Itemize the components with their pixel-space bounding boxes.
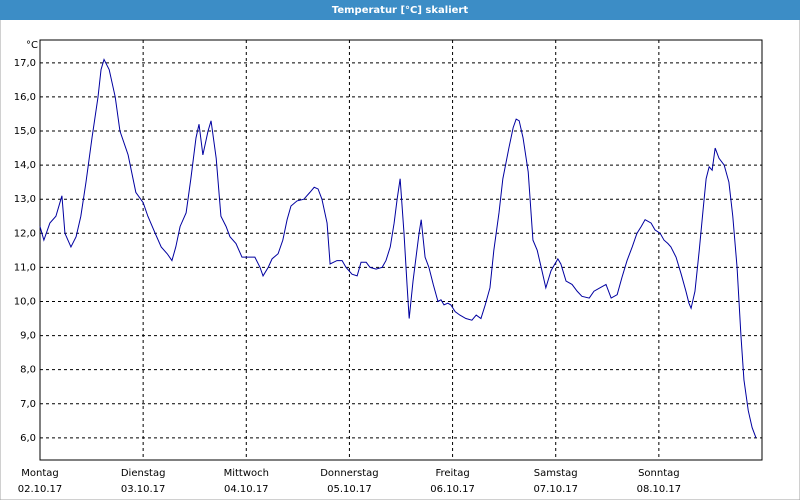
x-tick-date: 04.10.17: [224, 484, 269, 495]
y-tick-label: 9,0: [20, 331, 36, 342]
x-tick-date: 03.10.17: [121, 484, 166, 495]
x-tick-label: Freitag: [435, 468, 469, 479]
y-tick-label: 8,0: [20, 365, 36, 376]
y-tick-label: 11,0: [14, 262, 36, 273]
x-tick-date: 06.10.17: [430, 484, 475, 495]
x-tick-label: Donnerstag: [320, 468, 378, 479]
y-tick-label: 14,0: [14, 160, 36, 171]
y-tick-label: 10,0: [14, 296, 36, 307]
title-bar: [0, 0, 800, 20]
y-tick-label: 6,0: [20, 433, 36, 444]
x-tick-label: Samstag: [534, 468, 578, 479]
plot-frame: [39, 39, 763, 461]
y-tick-label: 13,0: [14, 194, 36, 205]
x-tick-date: 07.10.17: [533, 484, 578, 495]
x-tick-date: 08.10.17: [637, 484, 682, 495]
x-tick-label: Montag: [21, 468, 58, 479]
y-tick-label: 12,0: [14, 228, 36, 239]
x-tick-label: Sonntag: [638, 468, 680, 479]
y-tick-label: 17,0: [14, 58, 36, 69]
y-tick-label: 16,0: [14, 92, 36, 103]
y-tick-label: 7,0: [20, 399, 36, 410]
y-axis-unit: °C: [26, 40, 38, 51]
x-tick-date: 02.10.17: [18, 484, 63, 495]
x-tick-label: Mittwoch: [224, 468, 269, 479]
x-tick-date: 05.10.17: [327, 484, 372, 495]
y-tick-label: 15,0: [14, 126, 36, 137]
chart-title: Temperatur [°C] skaliert: [332, 5, 469, 16]
temperature-line: [39, 58, 757, 439]
x-tick-label: Dienstag: [121, 468, 166, 479]
